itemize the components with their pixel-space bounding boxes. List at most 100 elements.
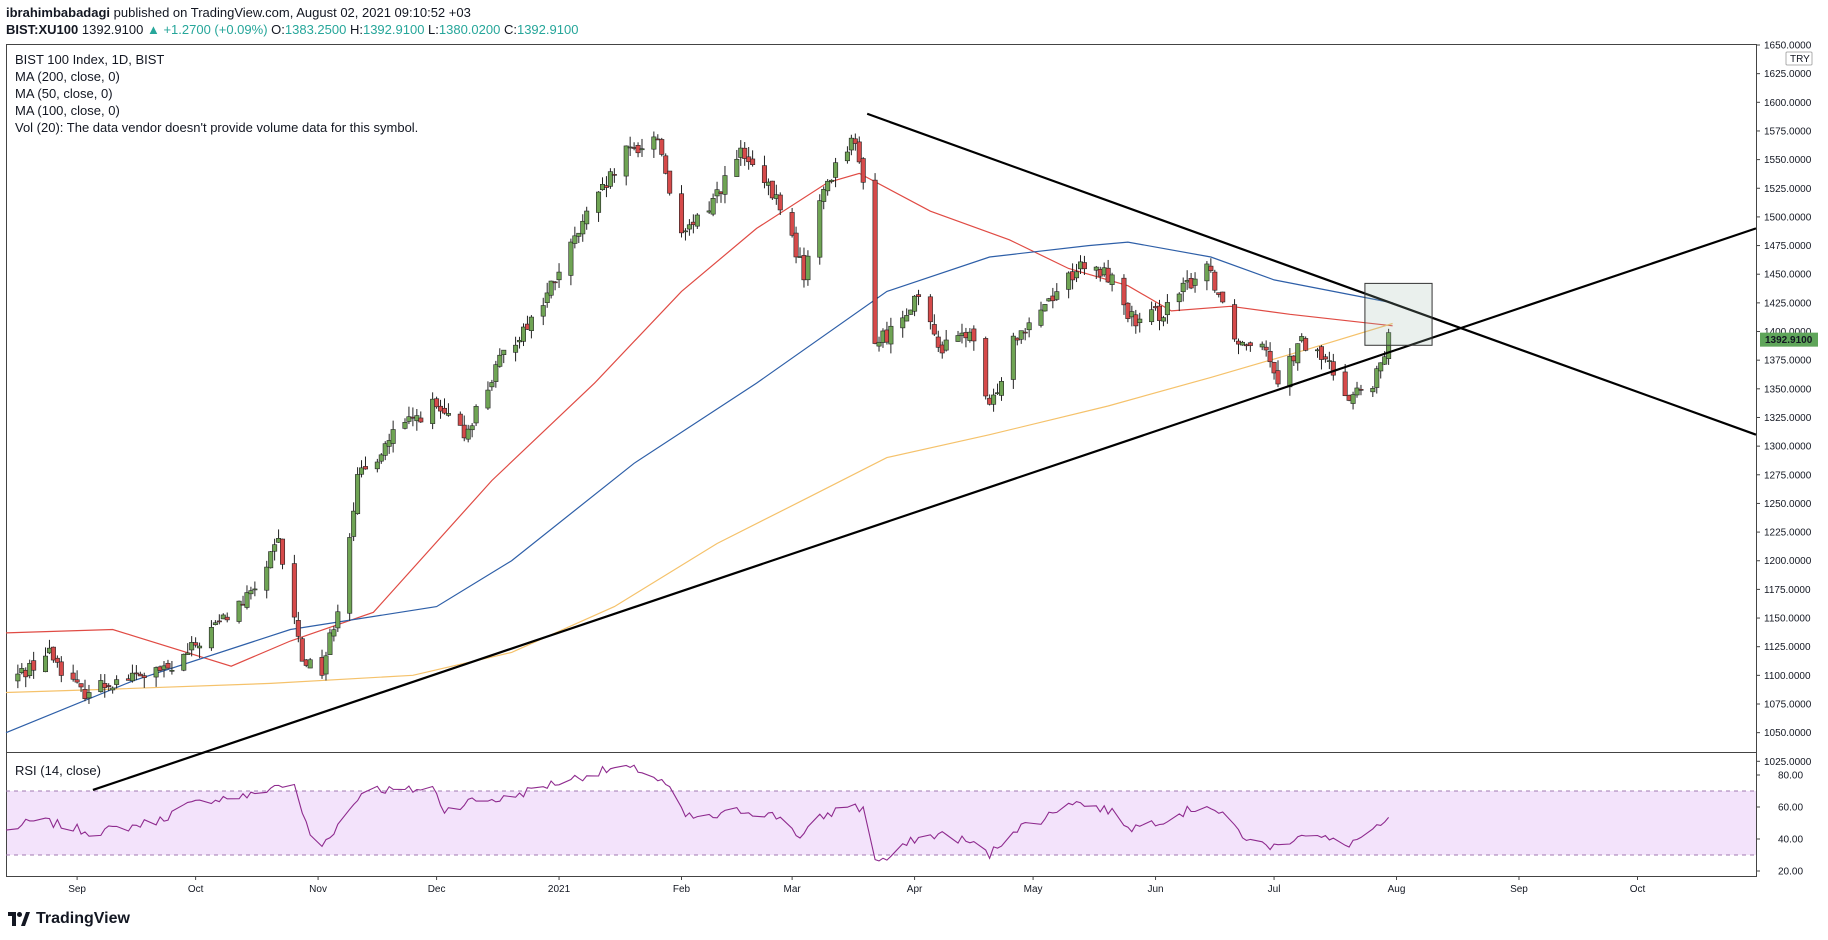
candle[interactable]: [1247, 341, 1253, 352]
candle[interactable]: [485, 381, 491, 410]
candle[interactable]: [769, 180, 775, 201]
candle[interactable]: [596, 191, 602, 222]
candle[interactable]: [323, 651, 329, 681]
candle[interactable]: [1374, 365, 1380, 394]
candle[interactable]: [927, 294, 933, 330]
candle[interactable]: [1192, 272, 1198, 293]
candle[interactable]: [998, 377, 1004, 401]
candle[interactable]: [844, 146, 850, 164]
candle[interactable]: [74, 670, 80, 684]
candle[interactable]: [860, 157, 866, 190]
candle[interactable]: [50, 646, 56, 663]
candle[interactable]: [651, 131, 657, 158]
candle[interactable]: [544, 282, 550, 308]
candle[interactable]: [197, 642, 203, 659]
candle[interactable]: [280, 538, 286, 570]
candle[interactable]: [912, 295, 918, 317]
candle[interactable]: [374, 458, 380, 473]
candle[interactable]: [943, 329, 949, 352]
candle[interactable]: [1263, 340, 1269, 357]
candle[interactable]: [193, 637, 199, 648]
candle[interactable]: [789, 207, 795, 238]
candle[interactable]: [1129, 305, 1135, 327]
candle[interactable]: [355, 467, 361, 515]
candle[interactable]: [888, 317, 894, 354]
candle[interactable]: [1054, 283, 1060, 301]
candle[interactable]: [991, 388, 997, 412]
candle[interactable]: [362, 456, 368, 470]
candle[interactable]: [1137, 312, 1143, 333]
candle[interactable]: [1358, 384, 1364, 396]
candle[interactable]: [872, 173, 878, 345]
candle[interactable]: [580, 214, 586, 242]
candle[interactable]: [908, 309, 914, 315]
candle[interactable]: [1164, 294, 1170, 324]
legend-title[interactable]: BIST 100 Index, 1D, BIST: [15, 52, 165, 67]
candle[interactable]: [153, 666, 159, 687]
candle[interactable]: [347, 533, 353, 621]
candle[interactable]: [252, 581, 258, 597]
candle[interactable]: [236, 600, 242, 624]
candle[interactable]: [1267, 342, 1273, 368]
candle[interactable]: [212, 620, 218, 626]
candle[interactable]: [572, 226, 578, 249]
candle[interactable]: [931, 314, 937, 336]
candle[interactable]: [852, 133, 858, 151]
candle[interactable]: [955, 330, 961, 342]
candle[interactable]: [659, 137, 665, 157]
candle[interactable]: [390, 420, 396, 453]
candle[interactable]: [378, 453, 384, 464]
candle[interactable]: [331, 625, 337, 642]
candle[interactable]: [825, 179, 831, 196]
candle[interactable]: [493, 360, 499, 388]
candle[interactable]: [686, 219, 692, 236]
candle[interactable]: [1109, 272, 1115, 292]
candle[interactable]: [382, 441, 388, 461]
candle[interactable]: [295, 611, 301, 643]
candle[interactable]: [497, 348, 503, 368]
candle[interactable]: [185, 643, 191, 655]
candle[interactable]: [141, 672, 147, 688]
candle[interactable]: [129, 664, 135, 683]
candle[interactable]: [777, 192, 783, 216]
candle[interactable]: [1370, 386, 1376, 397]
candle[interactable]: [1342, 364, 1348, 397]
candle[interactable]: [299, 637, 305, 662]
candle[interactable]: [1074, 263, 1080, 283]
candle[interactable]: [54, 655, 60, 668]
candle[interactable]: [406, 406, 412, 425]
candle[interactable]: [971, 325, 977, 351]
candle[interactable]: [1066, 271, 1072, 299]
candle[interactable]: [430, 392, 436, 430]
candle[interactable]: [441, 398, 447, 415]
candle[interactable]: [31, 651, 37, 679]
candle[interactable]: [110, 686, 116, 694]
candle[interactable]: [576, 232, 582, 244]
candle[interactable]: [1121, 274, 1127, 315]
candle[interactable]: [1275, 360, 1281, 388]
candle[interactable]: [1160, 315, 1166, 327]
candle[interactable]: [1176, 292, 1182, 312]
candle[interactable]: [1149, 301, 1155, 326]
candle[interactable]: [445, 403, 451, 417]
candle[interactable]: [70, 664, 76, 682]
candle[interactable]: [983, 336, 989, 400]
candle[interactable]: [307, 657, 313, 669]
candle[interactable]: [568, 238, 574, 286]
rsi-line[interactable]: [5, 764, 1390, 862]
candle[interactable]: [169, 660, 175, 675]
candle[interactable]: [679, 185, 685, 238]
candle[interactable]: [86, 684, 92, 704]
candle[interactable]: [540, 297, 546, 326]
candle[interactable]: [418, 411, 424, 423]
candle[interactable]: [935, 330, 941, 353]
candle[interactable]: [916, 289, 922, 306]
candle[interactable]: [1326, 351, 1332, 370]
candle[interactable]: [106, 683, 112, 692]
candle[interactable]: [1330, 353, 1336, 381]
candle[interactable]: [694, 213, 700, 229]
candle[interactable]: [520, 323, 526, 347]
candle[interactable]: [829, 179, 835, 184]
candle[interactable]: [1232, 299, 1238, 342]
highlight-box[interactable]: [1364, 282, 1433, 346]
